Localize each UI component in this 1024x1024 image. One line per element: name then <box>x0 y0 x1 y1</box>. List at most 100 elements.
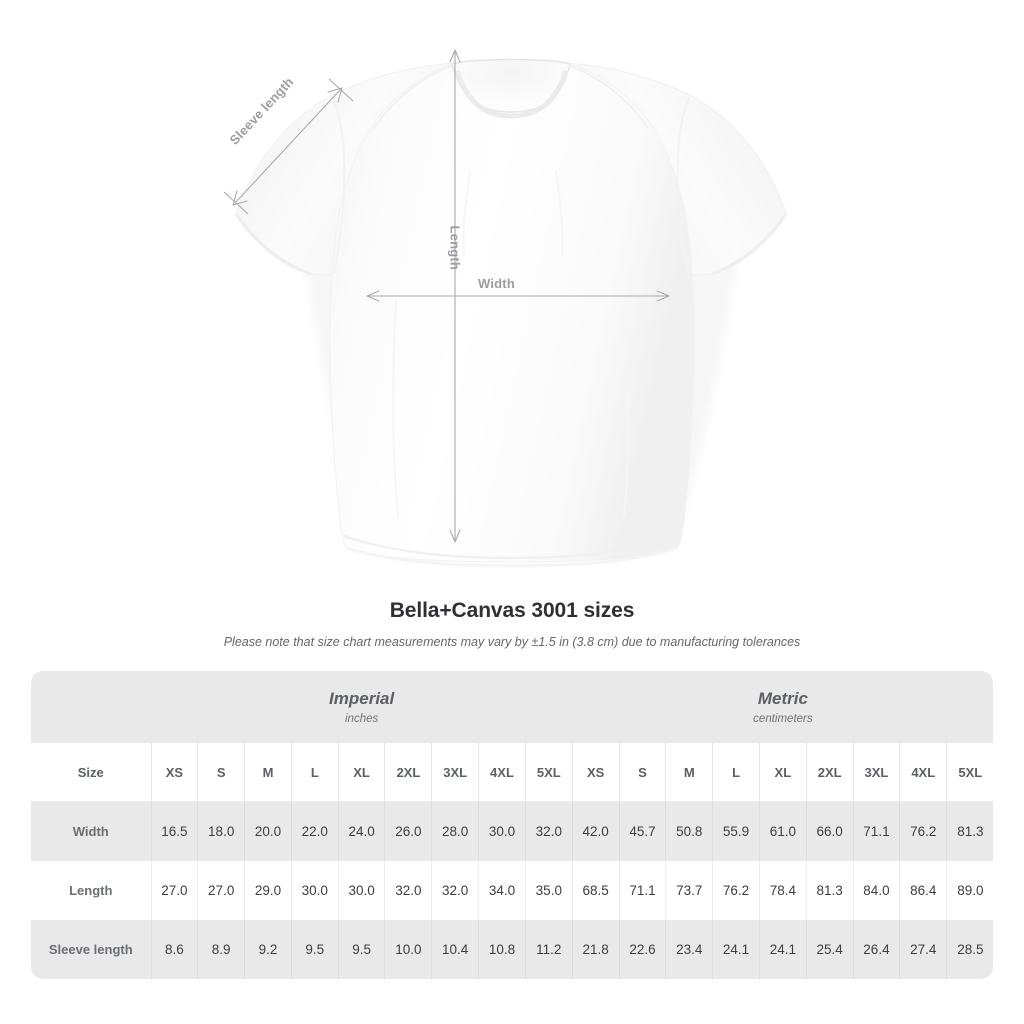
measurement-value: 81.3 <box>805 861 854 920</box>
size-column-header: XS <box>150 743 198 802</box>
unit-name: Metric <box>757 688 808 708</box>
size-column-label: Size <box>31 743 151 802</box>
size-column-header: M <box>665 743 713 802</box>
size-column-header: S <box>197 743 245 802</box>
measurement-value: 42.0 <box>571 801 620 861</box>
size-chart-table: Imperial inches Metric centimeters Size XS S M L… <box>31 671 993 979</box>
measurement-value: 45.7 <box>618 801 666 861</box>
measurement-value: 25.4 <box>805 920 854 979</box>
unit-row-spacer <box>31 671 151 743</box>
size-column-header: S <box>618 743 666 802</box>
left-sleeve-hem <box>234 213 311 276</box>
unit-header-metric: Metric centimeters <box>572 671 993 743</box>
size-column-header: L <box>712 743 760 802</box>
measurement-value: 10.8 <box>478 920 526 979</box>
size-column-header: L <box>290 743 339 802</box>
measurement-value: 20.0 <box>244 801 292 861</box>
measurement-value: 86.4 <box>899 861 947 920</box>
size-column-header: XL <box>758 743 807 802</box>
measurement-value: 50.8 <box>665 801 713 861</box>
unit-name: Imperial <box>329 688 395 708</box>
measurement-value: 71.1 <box>852 801 900 861</box>
size-column-header: XL <box>337 743 385 802</box>
page-title: Bella+Canvas 3001 sizes <box>389 599 635 622</box>
measurement-value: 32.0 <box>431 861 479 920</box>
measurement-value: 21.8 <box>571 920 620 979</box>
width-label: Width <box>478 276 515 291</box>
size-header-row: Size XS S M L XL 2XL 3XL 4XL 5XL XS S M L XL 2XL 3XL 4XL 5… <box>31 743 993 802</box>
measurement-value: 71.1 <box>618 861 666 920</box>
shirt-hem-edge <box>345 546 679 568</box>
shirt-illustration: Sleeve length Length Width <box>223 49 788 568</box>
right-shoulder-seam <box>569 65 649 129</box>
left-shoulder-seam <box>373 65 453 129</box>
measurement-value: 73.7 <box>665 861 713 920</box>
left-armhole <box>331 95 346 275</box>
measurement-value: 8.9 <box>197 920 245 979</box>
measurement-value: 28.0 <box>431 801 479 861</box>
size-column-header: M <box>244 743 292 802</box>
width-arrow <box>366 290 670 302</box>
shirt-hem <box>343 534 681 560</box>
measurement-value: 76.2 <box>899 801 947 861</box>
measurement-value: 9.5 <box>290 920 339 979</box>
measurement-value: 26.4 <box>852 920 900 979</box>
measurement-value: 29.0 <box>244 861 292 920</box>
table-row: Length 27.0 27.0 29.0 30.0 30.0 32.0 32.0 34.0 35… <box>31 861 993 920</box>
measurement-value: 55.9 <box>712 801 760 861</box>
measurement-value: 89.0 <box>946 861 993 920</box>
tolerance-note: Please note that size chart measurements… <box>223 635 801 649</box>
tshirt-graphic <box>223 49 788 568</box>
measurement-value: 22.6 <box>618 920 666 979</box>
size-column-header: 2XL <box>805 743 854 802</box>
measurement-value: 9.2 <box>244 920 292 979</box>
measurement-value: 76.2 <box>712 861 760 920</box>
measurement-label: Width <box>31 801 151 861</box>
chart-heading-block: Bella+Canvas 3001 sizes Please note that… <box>0 598 1024 650</box>
size-column-header: 5XL <box>524 743 573 802</box>
unit-system-header-row: Imperial inches Metric centimeters <box>31 671 993 743</box>
measurement-value: 30.0 <box>478 801 526 861</box>
measurement-value: 24.0 <box>337 801 385 861</box>
measurement-value: 10.4 <box>431 920 479 979</box>
length-label: Length <box>447 225 463 271</box>
measurement-value: 30.0 <box>337 861 385 920</box>
measurement-value: 9.5 <box>337 920 385 979</box>
measurement-value: 10.0 <box>384 920 432 979</box>
size-column-header: 3XL <box>431 743 479 802</box>
measurement-label: Length <box>31 861 151 920</box>
right-sleeve-hem <box>711 213 788 276</box>
unit-header-imperial: Imperial inches <box>151 671 573 743</box>
fabric-folds <box>392 169 630 517</box>
size-column-header: 2XL <box>384 743 432 802</box>
unit-subtitle: centimeters <box>753 712 813 725</box>
measurement-value: 18.0 <box>197 801 245 861</box>
size-column-header: 4XL <box>899 743 947 802</box>
measurement-value: 32.0 <box>524 801 573 861</box>
measurement-value: 16.5 <box>150 801 198 861</box>
measurement-value: 30.0 <box>290 861 339 920</box>
measurement-value: 8.6 <box>150 920 198 979</box>
size-column-header: XS <box>571 743 620 802</box>
size-chart-table-container: Imperial inches Metric centimeters Size XS S M L… <box>31 671 993 979</box>
sleeve-length-arrow <box>223 78 354 215</box>
measurement-value: 81.3 <box>946 801 993 861</box>
measurement-value: 78.4 <box>758 861 807 920</box>
size-column-header: 5XL <box>946 743 993 802</box>
measurement-value: 24.1 <box>712 920 760 979</box>
measurement-value: 22.0 <box>290 801 339 861</box>
measurement-label: Sleeve length <box>31 920 151 979</box>
table-row: Width 16.5 18.0 20.0 22.0 24.0 26.0 28.0 30.0 32.… <box>31 801 993 861</box>
measurement-value: 27.0 <box>197 861 245 920</box>
collar-inner <box>454 70 569 119</box>
measurement-value: 27.4 <box>899 920 947 979</box>
right-armhole <box>676 95 691 275</box>
measurement-value: 66.0 <box>805 801 854 861</box>
table-row: Sleeve length 8.6 8.9 9.2 9.5 9.5 10.0 10.4 10.8… <box>31 920 993 979</box>
measurement-value: 34.0 <box>478 861 526 920</box>
measurement-value: 24.1 <box>758 920 807 979</box>
measurement-value: 26.0 <box>384 801 432 861</box>
unit-subtitle: inches <box>345 712 379 725</box>
measurement-value: 84.0 <box>852 861 900 920</box>
measurement-value: 32.0 <box>384 861 432 920</box>
